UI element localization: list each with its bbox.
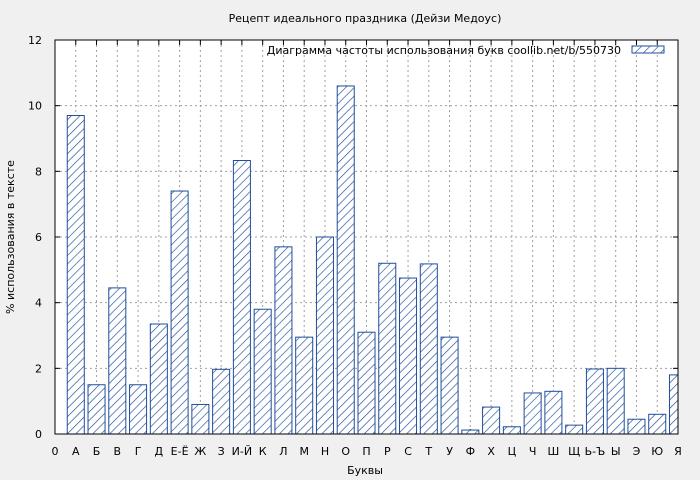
bar-Ы — [606, 367, 625, 435]
bar-Э — [627, 418, 646, 435]
x-tick-label: Ц — [508, 445, 517, 458]
x-tick-label: П — [362, 445, 370, 458]
plot-frame — [54, 39, 679, 435]
bar-Ч — [523, 392, 542, 435]
x-tick-label: Ф — [466, 445, 475, 458]
x-axis-ticks: 0 А Б В Г Д Е-Ё Ж З И-Й К Л М Н О П Р С Т У Ф Х Ц Ч Ш Щ Ь-Ъ Ы Э Ю Я — [52, 40, 682, 458]
bar-Ц — [502, 426, 521, 435]
x-tick-label: Н — [321, 445, 329, 458]
bar-Р — [378, 262, 397, 435]
x-tick-label: Ж — [194, 445, 206, 458]
x-tick-label: Г — [135, 445, 142, 458]
bar-О — [336, 85, 355, 435]
bars — [66, 85, 679, 435]
x-tick-label: Т — [424, 445, 432, 458]
y-tick-label: 10 — [28, 100, 42, 113]
x-tick-label: К — [259, 445, 267, 458]
bar-И-Й — [232, 159, 251, 435]
x-tick-label: Х — [487, 445, 495, 458]
bar-Ю — [648, 413, 667, 435]
x-tick-label: 0 — [52, 445, 59, 458]
x-tick-label: Е-Ё — [171, 445, 189, 458]
y-tick-label: 4 — [35, 297, 42, 310]
x-axis-label: Буквы — [347, 464, 383, 477]
x-tick-label: У — [446, 445, 453, 458]
bar-М — [295, 336, 314, 435]
bar-Щ — [565, 424, 584, 435]
bar-Т — [419, 263, 438, 435]
bar-Б — [87, 384, 106, 435]
bar-Н — [315, 236, 334, 435]
x-tick-label: Р — [384, 445, 391, 458]
bar-С — [399, 277, 418, 435]
bar-Ь-Ъ — [585, 368, 604, 435]
bar-Г — [129, 384, 148, 435]
y-tick-label: 2 — [35, 362, 42, 375]
x-tick-label: Б — [93, 445, 101, 458]
y-axis-ticks: 0 2 4 6 8 10 12 — [28, 34, 678, 441]
bar-Л — [274, 246, 293, 435]
bar-Х — [482, 406, 501, 435]
legend-label: Диаграмма частоты использования букв coo… — [267, 44, 621, 57]
x-tick-label: А — [72, 445, 80, 458]
x-tick-label: Ч — [529, 445, 537, 458]
bar-П — [357, 331, 376, 435]
chart-title: Рецепт идеального праздника (Дейзи Медоу… — [229, 12, 502, 25]
y-axis-label: % использования в тексте — [4, 160, 17, 314]
x-tick-label: В — [114, 445, 122, 458]
bar-В — [108, 287, 127, 435]
bar-Ж — [191, 403, 210, 435]
x-tick-label: Ы — [611, 445, 621, 458]
bar-Я — [668, 374, 679, 435]
x-tick-label: Э — [633, 445, 641, 458]
x-tick-label: М — [299, 445, 309, 458]
legend: Диаграмма частоты использования букв coo… — [267, 44, 665, 57]
y-tick-label: 12 — [28, 34, 42, 47]
bar-А — [66, 115, 85, 435]
y-tick-label: 8 — [35, 165, 42, 178]
x-tick-label: И-Й — [232, 445, 252, 458]
bar-Д — [149, 323, 168, 435]
x-tick-label: Л — [279, 445, 287, 458]
bar-У — [440, 336, 459, 435]
x-tick-label: Я — [674, 445, 682, 458]
bar-З — [212, 368, 231, 435]
x-tick-label: Ь-Ъ — [585, 445, 606, 458]
x-tick-label: Ю — [651, 445, 663, 458]
x-tick-label: С — [404, 445, 412, 458]
legend-swatch — [631, 45, 665, 54]
x-tick-label: Д — [155, 445, 164, 458]
x-tick-label: З — [218, 445, 225, 458]
y-tick-label: 6 — [35, 231, 42, 244]
bar-Ш — [544, 390, 563, 435]
x-tick-label: Ш — [548, 445, 560, 458]
x-tick-label: О — [341, 445, 350, 458]
y-tick-label: 0 — [35, 428, 42, 441]
bar-Е-Ё — [170, 190, 189, 435]
bar-Ф — [461, 429, 480, 435]
bar-К — [253, 308, 272, 435]
x-tick-label: Щ — [568, 445, 580, 458]
